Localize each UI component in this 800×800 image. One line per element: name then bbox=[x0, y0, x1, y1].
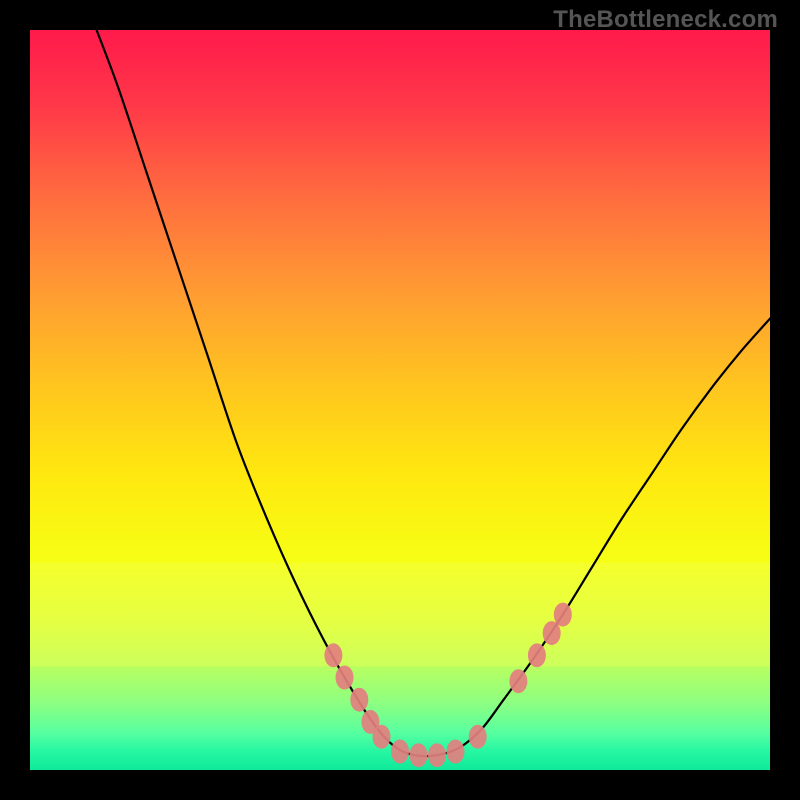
watermark-text: TheBottleneck.com bbox=[553, 6, 778, 34]
marker-point bbox=[410, 743, 428, 767]
marker-point bbox=[528, 643, 546, 667]
marker-point bbox=[350, 688, 368, 712]
marker-point bbox=[428, 743, 446, 767]
marker-point bbox=[509, 669, 527, 693]
marker-point bbox=[469, 725, 487, 749]
marker-point bbox=[324, 643, 342, 667]
highlight-band bbox=[30, 563, 770, 667]
marker-point bbox=[336, 666, 354, 690]
marker-point bbox=[373, 725, 391, 749]
marker-point bbox=[554, 603, 572, 627]
marker-point bbox=[391, 740, 409, 764]
plot-area bbox=[30, 30, 770, 770]
chart-frame: TheBottleneck.com bbox=[0, 0, 800, 800]
chart-svg bbox=[30, 30, 770, 770]
marker-point bbox=[447, 740, 465, 764]
